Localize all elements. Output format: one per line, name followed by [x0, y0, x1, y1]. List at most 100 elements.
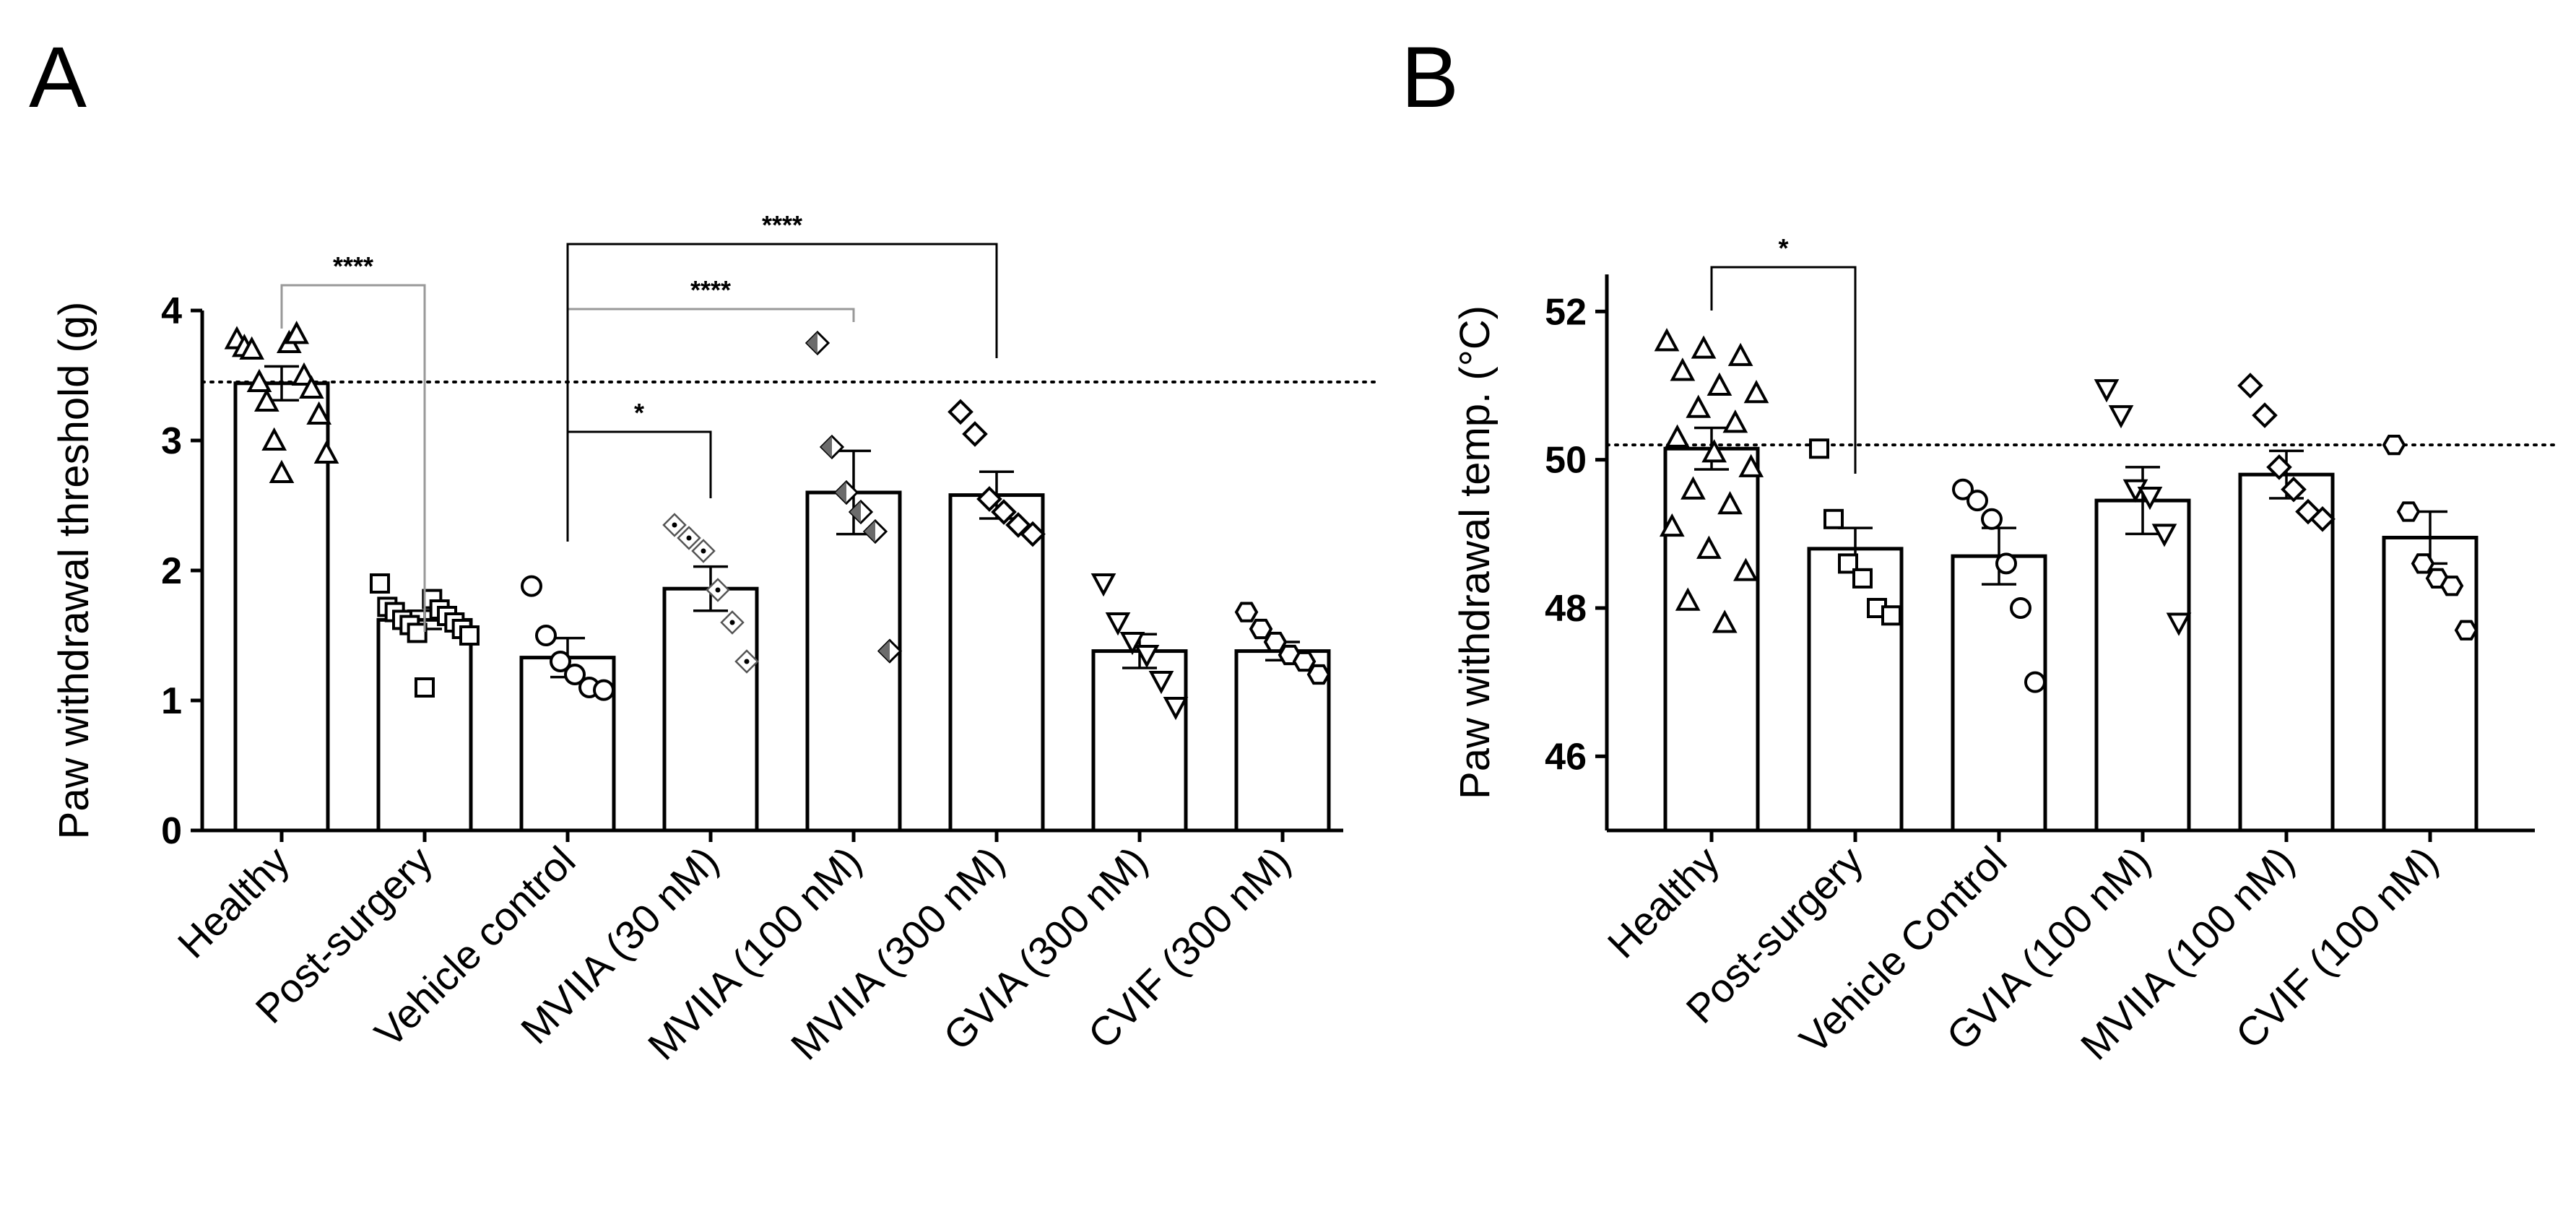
data-point-3-3 — [2137, 487, 2163, 511]
significance-bracket-1 — [566, 430, 712, 527]
data-point-4-5 — [877, 638, 903, 664]
y-tick-label: 48 — [1545, 588, 1587, 630]
data-point-0-17 — [1712, 609, 1738, 633]
data-point-0-13 — [1659, 513, 1685, 537]
data-point-6-2 — [1119, 632, 1145, 656]
panel-a-letter: A — [29, 29, 87, 126]
marker-center-dot — [744, 659, 750, 664]
bar-1 — [1807, 547, 1904, 833]
data-point-5-1 — [2396, 501, 2421, 522]
points-group-3 — [662, 513, 759, 674]
data-point-0-6 — [246, 368, 272, 392]
bar-1 — [376, 617, 473, 833]
y-tick-label: 50 — [1545, 440, 1587, 482]
points-group-7 — [1234, 602, 1331, 685]
data-point-5-5 — [2454, 620, 2479, 641]
marker-half-fill — [864, 521, 875, 542]
significance-bracket-0 — [1710, 266, 1857, 474]
data-point-3-3 — [706, 578, 730, 602]
data-point-6-1 — [1105, 612, 1131, 636]
data-point-4-1 — [819, 434, 845, 460]
significance-label-1: * — [634, 398, 644, 427]
marker-half-fill — [850, 501, 861, 523]
points-group-4 — [805, 330, 903, 664]
data-point-4-5 — [2310, 505, 2336, 532]
data-point-3-2 — [691, 539, 716, 563]
points-group-6 — [1090, 573, 1189, 721]
data-point-2-1 — [1966, 490, 1988, 512]
data-point-5-2 — [976, 486, 1002, 512]
points-group-5 — [2382, 435, 2479, 641]
data-point-0-4 — [239, 336, 265, 360]
data-point-7-1 — [1249, 618, 1273, 640]
data-point-2-5 — [593, 679, 615, 701]
data-point-3-0 — [662, 513, 687, 537]
error-bar-3 — [2125, 466, 2160, 536]
data-point-1-11 — [459, 625, 480, 646]
data-point-0-3 — [284, 321, 310, 344]
data-point-2-4 — [2010, 597, 2031, 619]
data-point-0-12 — [269, 459, 295, 483]
data-point-4-2 — [2266, 454, 2292, 480]
data-point-3-1 — [677, 526, 701, 550]
marker-half-fill — [879, 640, 890, 662]
data-point-3-4 — [720, 610, 745, 635]
data-point-0-1 — [1691, 335, 1717, 359]
y-axis-title: Paw withdrawal temp. (°C) — [1452, 305, 1499, 799]
data-point-7-4 — [1292, 651, 1317, 672]
data-point-0-8 — [253, 388, 279, 412]
data-point-4-3 — [848, 499, 874, 525]
data-point-2-3 — [564, 664, 586, 685]
points-group-3 — [2094, 379, 2192, 636]
data-point-0-6 — [1686, 394, 1712, 418]
bar-6 — [1091, 649, 1188, 833]
marker-center-dot — [729, 620, 735, 625]
data-point-0-10 — [261, 427, 287, 451]
data-point-3-5 — [734, 649, 759, 674]
category-label-0: Healthy — [169, 838, 298, 967]
data-point-4-4 — [862, 518, 888, 544]
significance-bracket-0 — [280, 284, 426, 632]
data-point-0-11 — [1681, 476, 1706, 500]
data-point-1-10 — [407, 622, 428, 643]
data-point-7-5 — [1306, 664, 1331, 685]
data-point-1-5 — [1881, 605, 1901, 626]
data-point-5-0 — [947, 399, 973, 425]
data-point-0-7 — [1722, 409, 1748, 433]
data-point-2-2 — [1981, 508, 2003, 530]
data-point-0-0 — [1654, 328, 1680, 352]
points-group-1 — [370, 573, 480, 698]
data-point-1-0 — [370, 573, 390, 594]
data-point-1-3 — [1852, 568, 1873, 589]
data-point-0-16 — [1675, 587, 1701, 611]
data-point-2-0 — [521, 575, 542, 597]
marker-center-dot — [686, 535, 692, 541]
marker-half-fill — [836, 482, 846, 503]
data-point-0-2 — [1727, 342, 1753, 366]
data-point-6-0 — [1090, 573, 1116, 597]
marker-center-dot — [672, 522, 677, 528]
y-tick-label: 1 — [161, 680, 182, 722]
points-group-0 — [224, 321, 339, 483]
data-point-5-2 — [2411, 553, 2435, 574]
data-point-2-0 — [1952, 478, 1974, 500]
data-point-6-5 — [1163, 697, 1189, 721]
data-point-0-5 — [291, 362, 317, 386]
data-point-1-0 — [1809, 438, 1829, 459]
points-group-2 — [1952, 478, 2046, 693]
marker-half-fill — [807, 332, 818, 354]
data-point-0-5 — [1743, 380, 1769, 404]
y-axis-title: Paw withdrawal threshold (g) — [51, 302, 97, 840]
data-point-0-4 — [1707, 372, 1732, 396]
data-point-5-1 — [962, 421, 988, 447]
data-point-4-0 — [805, 330, 831, 356]
points-group-1 — [1809, 438, 1901, 626]
significance-label-3: **** — [762, 210, 802, 240]
data-point-4-1 — [2252, 402, 2278, 428]
data-point-5-0 — [2382, 435, 2406, 456]
significance-label-2: **** — [690, 275, 731, 305]
bar-2 — [1951, 554, 2047, 833]
